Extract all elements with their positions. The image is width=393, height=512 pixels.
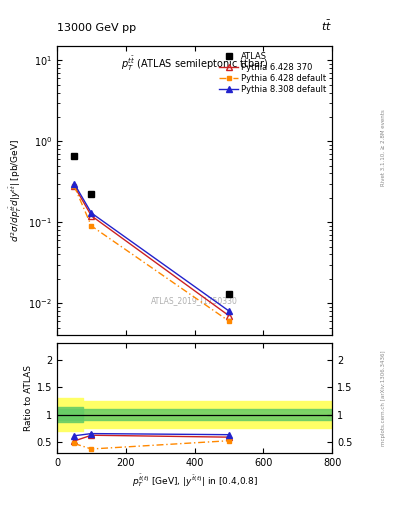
Pythia 6.428 default xyxy=(89,223,94,229)
Pythia 8.308 default xyxy=(72,181,77,187)
Pythia 6.428 default xyxy=(227,318,231,324)
Text: $p_T^{t\bar{t}}$ (ATLAS semileptonic ttbar): $p_T^{t\bar{t}}$ (ATLAS semileptonic ttb… xyxy=(121,55,268,73)
Line: Pythia 8.308 default: Pythia 8.308 default xyxy=(71,180,232,314)
Line: Pythia 6.428 default: Pythia 6.428 default xyxy=(72,184,231,324)
Line: ATLAS: ATLAS xyxy=(71,153,232,297)
Bar xyxy=(57,409,332,420)
Pythia 6.428 370 xyxy=(89,212,94,219)
Text: ATLAS_2019_I1750330: ATLAS_2019_I1750330 xyxy=(151,296,238,305)
Text: 13000 GeV pp: 13000 GeV pp xyxy=(57,23,136,33)
ATLAS xyxy=(227,291,231,297)
ATLAS xyxy=(72,153,77,159)
ATLAS xyxy=(89,191,94,198)
Pythia 8.308 default xyxy=(227,308,231,314)
Pythia 6.428 default xyxy=(72,183,77,189)
Y-axis label: $d^2\sigma / dp^{t\bar{t}}_T d |y^{t\bar{t}}|$ [pb/GeV]: $d^2\sigma / dp^{t\bar{t}}_T d |y^{t\bar… xyxy=(8,139,24,242)
Bar xyxy=(57,401,332,429)
Legend: ATLAS, Pythia 6.428 370, Pythia 6.428 default, Pythia 8.308 default: ATLAS, Pythia 6.428 370, Pythia 6.428 de… xyxy=(216,49,330,97)
Pythia 6.428 370 xyxy=(72,183,77,189)
Text: Rivet 3.1.10, ≥ 2.8M events: Rivet 3.1.10, ≥ 2.8M events xyxy=(381,109,386,186)
Y-axis label: Ratio to ATLAS: Ratio to ATLAS xyxy=(24,365,33,431)
Pythia 8.308 default xyxy=(89,210,94,216)
X-axis label: $p^{\bar{t}(t)}_{T}$ [GeV], $|y^{\bar{t}(t)}|$ in [0.4,0.8]: $p^{\bar{t}(t)}_{T}$ [GeV], $|y^{\bar{t}… xyxy=(132,472,257,489)
Pythia 6.428 370 xyxy=(227,313,231,319)
Text: $t\bar{t}$: $t\bar{t}$ xyxy=(321,19,332,33)
Text: mcplots.cern.ch [arXiv:1306.3436]: mcplots.cern.ch [arXiv:1306.3436] xyxy=(381,350,386,446)
Line: Pythia 6.428 370: Pythia 6.428 370 xyxy=(71,183,232,319)
